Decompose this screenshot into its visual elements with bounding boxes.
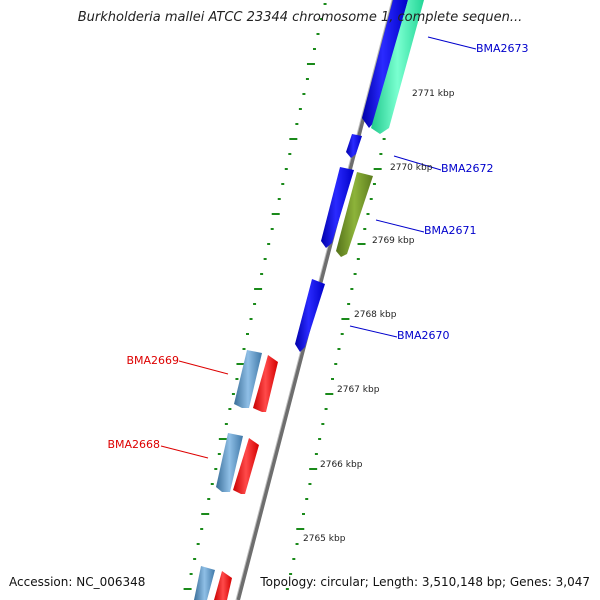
accession-text: Accession: NC_006348 (9, 575, 146, 589)
gene-feature-BMA2669-a[interactable] (234, 350, 262, 408)
gene-feature-BMA2668-a[interactable] (216, 433, 243, 492)
gene-feature-BMA2669-b[interactable] (253, 355, 278, 412)
gene-feature-BMA2671-a[interactable] (321, 167, 354, 248)
gene-feature-BMA2671-b[interactable] (336, 172, 373, 257)
scale-label-2766: 2766 kbp (320, 460, 363, 470)
gene-label-BMA2672[interactable]: BMA2672 (441, 162, 494, 175)
gene-label-BMA2668[interactable]: BMA2668 (107, 438, 160, 451)
gene-label-BMA2671[interactable]: BMA2671 (424, 224, 477, 237)
scale-label-2771: 2771 kbp (412, 89, 455, 99)
scale-label-2770: 2770 kbp (390, 163, 433, 173)
scale-label-2765: 2765 kbp (303, 534, 346, 544)
gene-feature-next-b[interactable] (214, 571, 232, 600)
gene-feature-BMA2673-a[interactable] (362, 0, 408, 128)
map-title: Burkholderia mallei ATCC 23344 chromosom… (77, 10, 523, 25)
gene-label-BMA2669[interactable]: BMA2669 (126, 354, 179, 367)
genome-summary-text: Topology: circular; Length: 3,510,148 bp… (260, 575, 590, 589)
gene-feature-BMA2670[interactable] (295, 279, 325, 352)
scale-label-2769: 2769 kbp (372, 236, 415, 246)
scale-label-2768: 2768 kbp (354, 310, 397, 320)
gene-label-BMA2673[interactable]: BMA2673 (476, 42, 529, 55)
outer-tick-ring (183, 3, 327, 590)
gene-feature-BMA2668-b[interactable] (233, 438, 259, 494)
gene-feature-next-a[interactable] (194, 566, 215, 600)
reverse-leader-lines (160, 360, 229, 459)
forward-leader-lines (349, 36, 477, 338)
gene-feature-BMA2672[interactable] (346, 134, 362, 158)
gene-label-BMA2670[interactable]: BMA2670 (397, 329, 450, 342)
gene-feature-BMA2673-b[interactable] (371, 0, 424, 134)
scale-label-2767: 2767 kbp (337, 385, 380, 395)
